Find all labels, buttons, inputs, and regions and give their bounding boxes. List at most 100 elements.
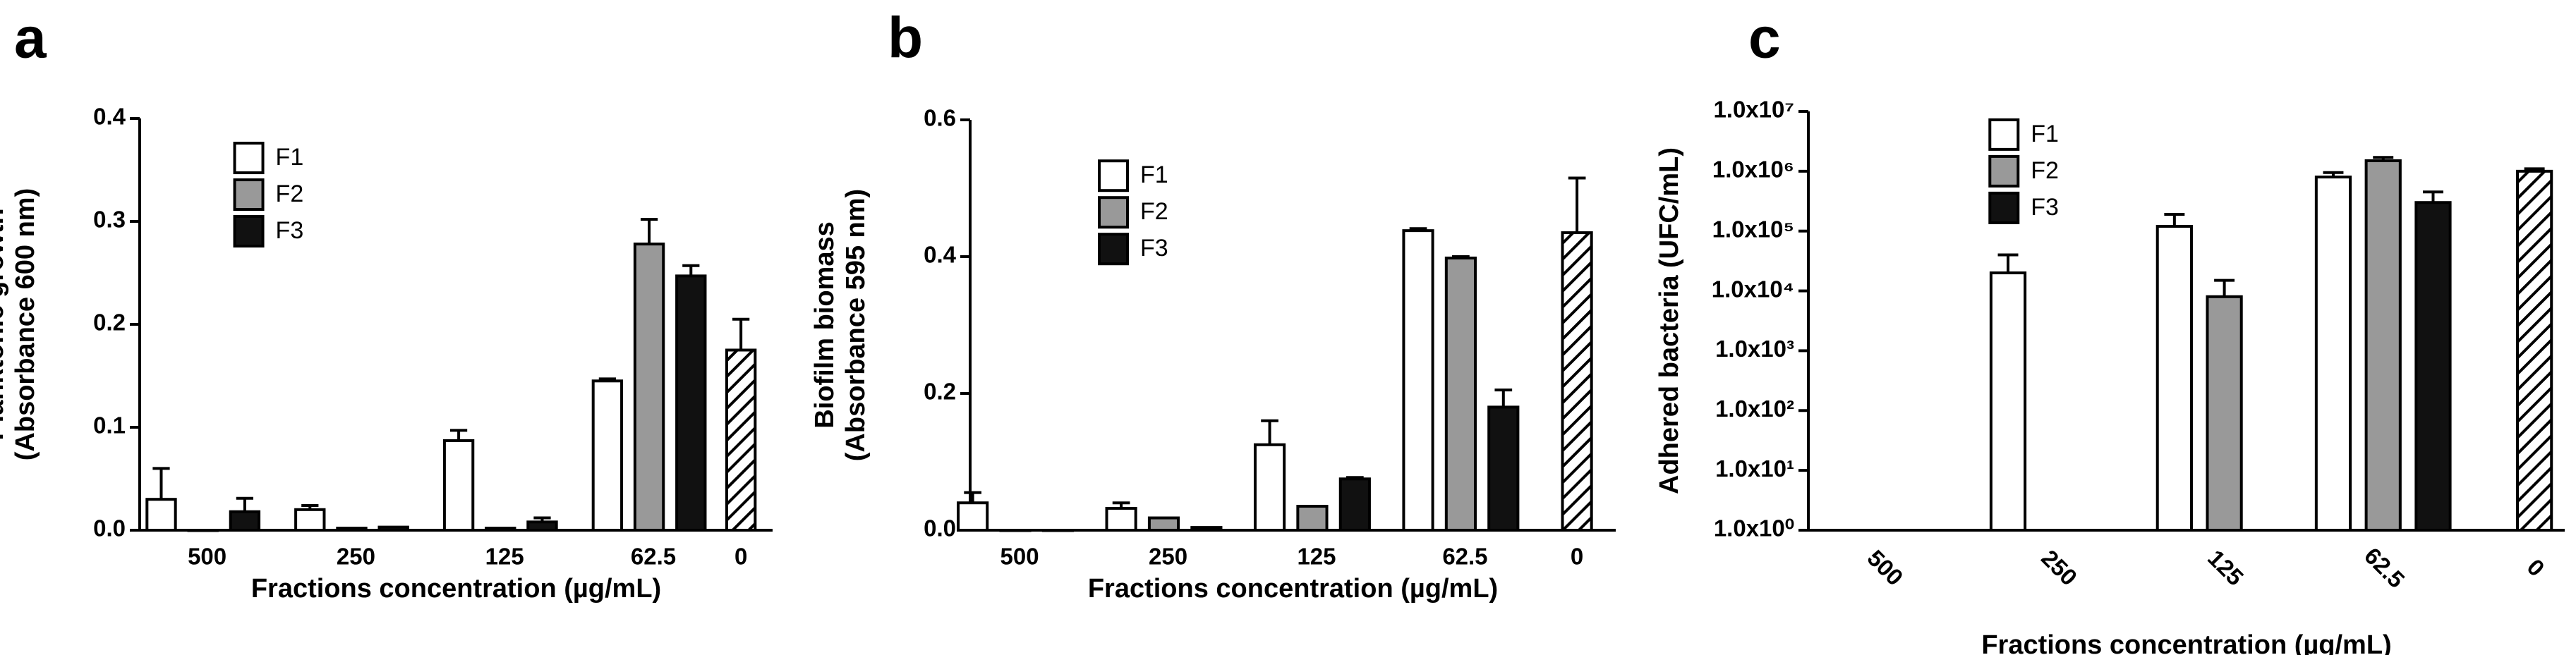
error-bar (732, 317, 750, 350)
error-bar (301, 503, 319, 510)
y-axis-label: (Absorbance 600 nm) (11, 188, 40, 460)
bar (1105, 506, 1137, 532)
legend-swatch (1988, 154, 2020, 188)
legend-label: F3 (2031, 194, 2059, 221)
error-bar (2323, 171, 2344, 178)
y-tick-label: 0.2 (924, 379, 956, 405)
legend-swatch (1098, 196, 1129, 229)
bar (2206, 295, 2243, 532)
legend-label: F1 (2031, 121, 2059, 147)
error-bar (152, 467, 170, 500)
legend-swatch (1098, 159, 1129, 192)
error-bar (236, 496, 254, 512)
error-bar (640, 218, 658, 245)
x-tick-label: 62.5 (1442, 544, 1487, 570)
error-bar (598, 377, 616, 381)
y-tick-label: 0.0 (93, 515, 126, 541)
bar (294, 508, 326, 532)
bar (1338, 477, 1371, 532)
error-bar (1997, 253, 2019, 274)
x-tick-label: 500 (188, 544, 226, 570)
error-bar (533, 516, 551, 522)
legend-swatch (233, 215, 265, 248)
x-tick-label: 250 (337, 544, 375, 570)
error-bar (964, 491, 982, 503)
bar (377, 525, 409, 532)
bar (1041, 529, 1075, 532)
y-tick-label: 0.4 (93, 104, 126, 130)
legend-label: F1 (1140, 161, 1168, 188)
x-tick-label: 125 (485, 544, 524, 570)
bar (675, 274, 707, 532)
panel-letter: b (888, 6, 923, 71)
legend-swatch (1988, 118, 2020, 151)
bar (2364, 159, 2402, 532)
bar (1402, 229, 1434, 532)
error-bar (1346, 476, 1364, 479)
error-bar (1112, 501, 1130, 508)
legend-label: F1 (276, 144, 304, 171)
y-tick-label: 1.0x10⁰ (1714, 515, 1794, 541)
error-bar (2214, 278, 2235, 297)
y-tick-label: 1.0x10⁵ (1712, 216, 1794, 242)
y-tick-label: 0.6 (924, 105, 956, 131)
x-tick-label: 0 (2522, 553, 2550, 581)
error-bar (1494, 388, 1513, 408)
bar (187, 529, 219, 532)
legend-label: F3 (1140, 235, 1168, 262)
bar (1296, 505, 1329, 532)
bar (1487, 405, 1520, 532)
bar (229, 510, 261, 532)
bar (442, 439, 475, 532)
bar (2155, 224, 2193, 532)
x-tick-label: 0 (734, 544, 747, 570)
y-axis-label: Adhered bacteria (UFC/mL) (1655, 147, 1684, 494)
y-tick-label: 1.0x10⁷ (1713, 97, 1794, 123)
error-bar (449, 429, 468, 441)
legend-label: F2 (1140, 198, 1168, 225)
bar (2414, 201, 2452, 532)
bar (526, 520, 558, 532)
x-axis-label: Fractions concentration (µg/mL) (1981, 630, 2391, 655)
y-tick-label: 1.0x10³ (1715, 336, 1794, 362)
y-tick-label: 0.3 (93, 207, 126, 233)
y-axis-label: (Absorbance 595 nm) (841, 189, 871, 461)
x-axis-label: Fractions concentration (µg/mL) (1088, 574, 1498, 604)
y-tick-label: 0.2 (93, 310, 126, 336)
bar (1253, 443, 1286, 532)
legend-swatch (233, 178, 265, 212)
bar (591, 379, 624, 532)
y-tick-label: 1.0x10² (1715, 396, 1794, 422)
bar (1989, 271, 2027, 532)
x-tick-label: 62.5 (2359, 542, 2410, 593)
bar (1190, 526, 1223, 532)
x-tick-label: 0 (1571, 544, 1583, 570)
bar (957, 501, 989, 532)
x-tick-label: 125 (2203, 544, 2249, 590)
bar (2516, 169, 2553, 532)
error-bar (1452, 255, 1470, 258)
error-bar (1261, 419, 1278, 445)
error-bar (2423, 190, 2443, 203)
x-tick-label: 125 (1297, 544, 1336, 570)
panel-letter: a (14, 6, 47, 71)
y-axis-label: Planktonic growth (0, 208, 9, 440)
bar (1561, 231, 1593, 532)
legend-swatch (1988, 191, 2020, 224)
x-tick-label: 250 (2036, 544, 2082, 590)
y-tick-label: 1.0x10⁴ (1712, 276, 1794, 302)
bar (633, 243, 665, 532)
bar (336, 527, 368, 532)
error-bar (1568, 176, 1586, 233)
bar (1444, 256, 1477, 532)
bar (145, 498, 177, 532)
x-tick-label: 250 (1149, 544, 1187, 570)
bar (1147, 516, 1180, 532)
legend-label: F2 (276, 180, 304, 207)
bar (485, 527, 516, 532)
error-bar (2164, 213, 2185, 226)
x-tick-label: 62.5 (631, 544, 676, 570)
bar (2314, 176, 2352, 532)
error-bar (682, 264, 700, 276)
